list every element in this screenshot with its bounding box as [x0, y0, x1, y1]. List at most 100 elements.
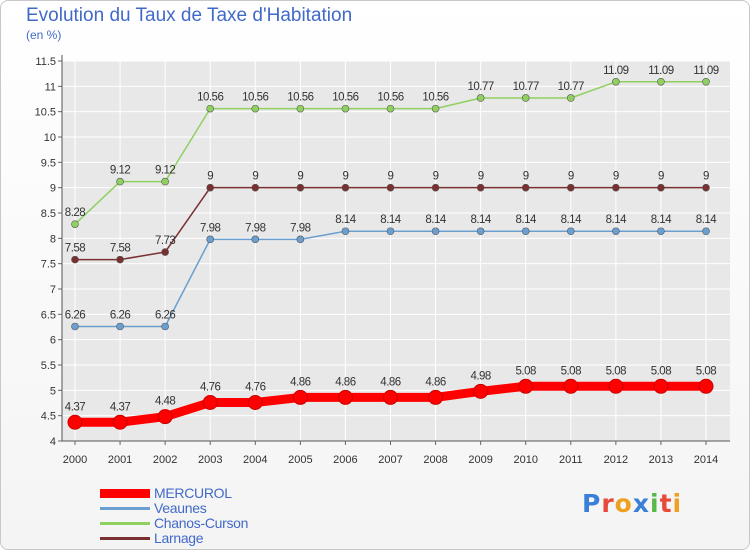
data-label: 7.98	[245, 222, 265, 234]
y-tick-label: 9.5	[41, 157, 56, 169]
logo-letter: r	[601, 489, 615, 518]
data-label: 9	[658, 171, 664, 183]
data-point	[521, 227, 530, 236]
data-point	[566, 183, 575, 192]
data-label: 9	[252, 171, 258, 183]
data-point	[702, 183, 710, 192]
data-label: 11.09	[693, 65, 719, 77]
data-label: 5.08	[561, 365, 581, 377]
x-tick-label: 2005	[288, 454, 312, 466]
legend-swatch	[100, 507, 150, 510]
data-label: 8.14	[651, 214, 672, 226]
y-tick-label: 10	[44, 132, 56, 144]
data-point	[702, 77, 710, 86]
data-point	[116, 255, 124, 264]
data-label: 9.12	[155, 165, 175, 177]
data-label: 9	[568, 171, 574, 183]
data-label: 9	[297, 171, 303, 183]
data-point	[386, 183, 395, 192]
plot-grid	[62, 60, 730, 442]
data-label: 10.56	[422, 92, 448, 104]
data-point	[251, 104, 260, 113]
data-point	[518, 378, 534, 394]
legend-swatch	[100, 537, 150, 540]
data-point	[386, 104, 395, 113]
data-label: 9	[388, 171, 394, 183]
data-point	[431, 227, 440, 236]
data-label: 9	[703, 171, 709, 183]
data-point	[386, 227, 395, 236]
x-tick-label: 2010	[513, 454, 537, 466]
data-point	[566, 227, 575, 236]
data-label: 9.12	[110, 165, 130, 177]
legend-item-chanos-curson: Chanos-Curson	[100, 515, 320, 531]
x-tick-label: 2007	[378, 454, 402, 466]
data-point	[116, 177, 124, 186]
data-point	[521, 94, 530, 102]
y-tick-label: 6.5	[41, 309, 56, 321]
data-point	[71, 255, 79, 264]
x-tick-label: 2003	[198, 454, 222, 466]
y-tick-label: 10.5	[35, 107, 56, 119]
y-tick-label: 8	[50, 233, 56, 245]
legend-item-veaunes: Veaunes	[100, 500, 320, 516]
data-label: 8.14	[470, 214, 491, 226]
data-point	[116, 322, 124, 331]
data-label: 4.86	[290, 376, 310, 388]
data-point	[431, 104, 440, 113]
data-point	[296, 183, 305, 192]
legend-label: Chanos-Curson	[154, 515, 249, 531]
data-point	[608, 378, 624, 394]
data-label: 9	[523, 171, 529, 183]
data-point	[476, 227, 485, 236]
y-tick-label: 5.5	[41, 360, 56, 372]
data-point	[341, 104, 350, 113]
data-point	[612, 77, 620, 86]
data-label: 7.58	[110, 243, 130, 255]
data-label: 8.14	[335, 214, 356, 226]
data-point	[206, 235, 215, 244]
legend-label: Larnage	[154, 530, 204, 546]
x-tick-label: 2013	[649, 454, 673, 466]
series-points	[67, 77, 714, 430]
data-point	[67, 414, 83, 430]
data-point	[431, 183, 440, 192]
data-label: 10.77	[513, 81, 539, 93]
data-label: 8.14	[561, 214, 582, 226]
data-point	[296, 104, 305, 113]
chart-subtitle: (en %)	[26, 28, 62, 42]
data-point	[161, 177, 169, 186]
data-label: 10.77	[558, 81, 584, 93]
data-label: 7.58	[65, 243, 85, 255]
logo-letter: i	[672, 489, 683, 518]
chart-legend: MERCUROL Veaunes Chanos-Curson Larnage	[100, 485, 320, 546]
data-label: 8.14	[425, 214, 446, 226]
data-label: 9	[342, 171, 348, 183]
data-label: 7.98	[200, 222, 220, 234]
y-tick-label: 7	[50, 284, 56, 296]
data-label: 10.56	[287, 92, 313, 104]
data-point	[657, 227, 665, 236]
chart-axes: 44.555.566.577.588.599.51010.51111.52000…	[35, 55, 730, 466]
x-tick-label: 2006	[333, 454, 357, 466]
data-label: 9	[478, 171, 484, 183]
data-point	[337, 389, 353, 405]
data-label: 4.37	[110, 401, 130, 413]
data-label: 9	[613, 171, 619, 183]
y-tick-label: 11	[45, 81, 56, 93]
data-label: 8.14	[696, 214, 717, 226]
data-point	[341, 227, 350, 236]
data-label: 11.09	[603, 65, 629, 77]
y-tick-label: 9	[50, 183, 56, 195]
y-tick-label: 4.5	[41, 411, 56, 423]
chart-title: Evolution du Taux de Taxe d'Habitation	[26, 5, 353, 26]
data-label: 5.08	[696, 365, 716, 377]
data-label: 10.56	[377, 92, 403, 104]
data-point	[206, 104, 215, 113]
data-label: 10.56	[242, 92, 268, 104]
data-point	[161, 248, 169, 256]
data-point	[71, 322, 79, 331]
data-label: 10.77	[468, 81, 494, 93]
data-label: 9	[433, 171, 439, 183]
